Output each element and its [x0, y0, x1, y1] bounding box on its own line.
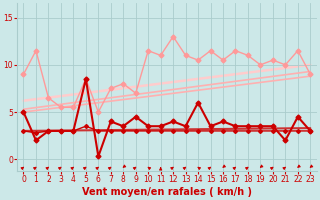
X-axis label: Vent moyen/en rafales ( km/h ): Vent moyen/en rafales ( km/h ) — [82, 187, 252, 197]
